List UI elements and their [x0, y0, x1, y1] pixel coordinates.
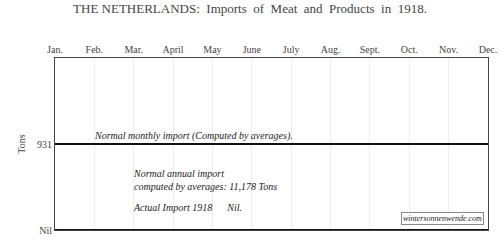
svg-text:May: May — [203, 44, 221, 55]
svg-text:Jan.: Jan. — [47, 44, 63, 55]
svg-text:Aug.: Aug. — [321, 44, 341, 55]
svg-text:Oct.: Oct. — [401, 44, 418, 55]
svg-text:July: July — [283, 44, 300, 55]
svg-text:Dec.: Dec. — [479, 44, 498, 55]
svg-text:wintersonnenwende.com: wintersonnenwende.com — [403, 214, 482, 223]
svg-text:Mar.: Mar. — [124, 44, 143, 55]
svg-text:April: April — [163, 44, 184, 55]
svg-text:Nil: Nil — [39, 225, 52, 236]
svg-text:Actual Import 1918 Nil.: Actual Import 1918 Nil. — [133, 202, 242, 213]
svg-text:Tons: Tons — [16, 134, 27, 153]
svg-text:Feb.: Feb. — [86, 44, 104, 55]
svg-text:Normal annual importcomputed b: Normal annual importcomputed by averages… — [133, 168, 277, 192]
svg-text:THE NETHERLANDS: Imports of: THE NETHERLANDS: Imports of Meat and Pro… — [73, 1, 427, 16]
svg-text:Normal monthly import (Compute: Normal monthly import (Computed by avera… — [94, 130, 293, 142]
svg-text:June: June — [243, 44, 262, 55]
svg-text:Nov.: Nov. — [439, 44, 458, 55]
svg-text:931: 931 — [37, 139, 52, 150]
svg-text:Sept.: Sept. — [360, 44, 380, 55]
